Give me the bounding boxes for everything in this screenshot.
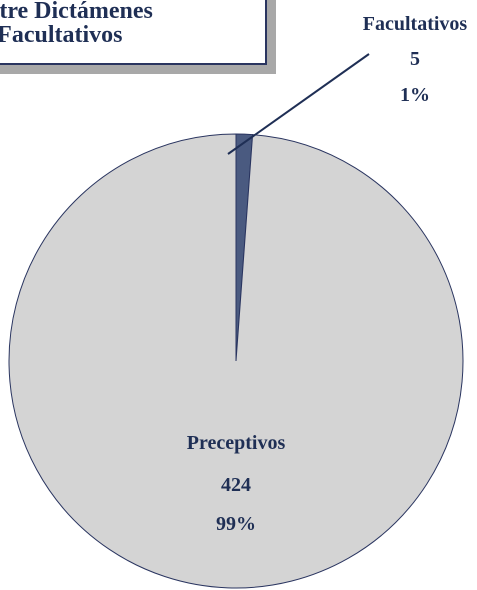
- preceptivos-percent-label: 99%: [216, 513, 256, 535]
- pie-slice-preceptivos: [8, 133, 464, 589]
- preceptivos-name-label: Preceptivos: [187, 432, 286, 454]
- facultativos-label: Facultativos 5 1%: [363, 13, 468, 106]
- title-frame: [0, 0, 267, 65]
- chart-title-line-1: Relación entre Dictámenes: [0, 0, 153, 24]
- chart-title-line-2: Preceptivos y Facultativos: [0, 22, 123, 48]
- facultativos-percent-label: 1%: [400, 84, 430, 106]
- pie-group: [8, 133, 464, 589]
- chart-title-box: Relación entre Dictámenes Preceptivos y …: [0, 0, 276, 74]
- facultativos-name-label: Facultativos: [363, 13, 468, 35]
- facultativos-leader-line: [227, 53, 370, 155]
- preceptivos-label: Preceptivos 424 99%: [187, 432, 286, 535]
- preceptivos-value-label: 424: [221, 474, 251, 496]
- facultativos-value-label: 5: [410, 48, 420, 70]
